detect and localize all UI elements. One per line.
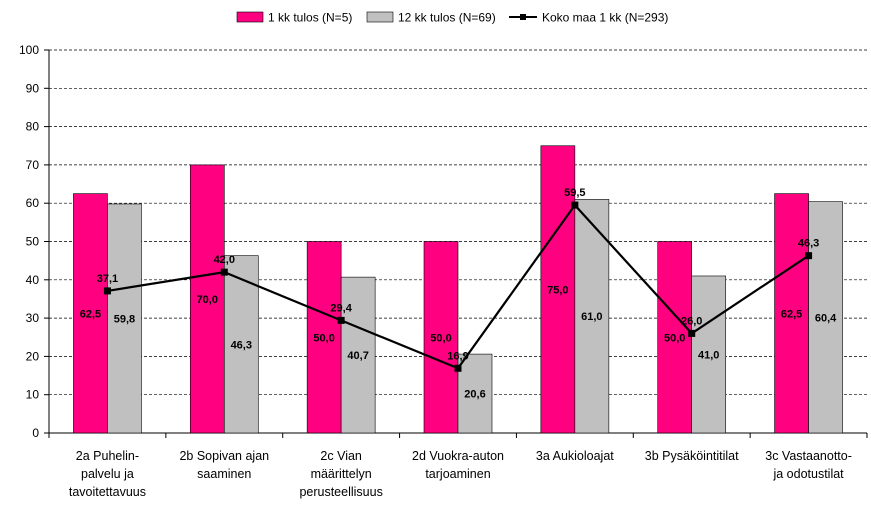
bar-series-2	[107, 203, 142, 434]
bar-series-1	[540, 145, 576, 434]
line-marker-series-3	[337, 316, 345, 324]
data-label-series-3: 26,0	[681, 315, 702, 327]
bars	[73, 145, 843, 434]
data-labels: 62,5 59,8 37,1 70,0 46,3 42,0 50,0 40,7 29,4 50,0…	[80, 187, 837, 400]
data-label-series-1: 62,5	[80, 308, 101, 320]
legend-label-series-3: Koko maa 1 kk (N=293)	[542, 11, 668, 25]
y-tick-label: 60	[26, 196, 40, 210]
line-marker-series-3	[688, 329, 696, 337]
data-label-series-1: 62,5	[781, 308, 802, 320]
line-marker-series-3	[571, 201, 579, 209]
data-label-series-3: 59,5	[564, 187, 585, 199]
line-marker-series-3	[220, 268, 228, 276]
legend: 1 kk tulos (N=5) 12 kk tulos (N=69) Koko…	[236, 11, 668, 25]
y-tick-label: 90	[26, 81, 40, 95]
data-label-series-2: 46,3	[231, 339, 252, 351]
data-label-series-2: 59,8	[114, 313, 135, 325]
y-tick-label: 0	[32, 426, 39, 440]
category-label: 3a Aukioloajat	[536, 449, 614, 463]
category-label: 2a Puhelin-palvelu ja tavoitettavuus	[69, 449, 146, 499]
category-label: 3c Vastaanotto-ja odotustilat	[765, 449, 852, 481]
data-label-series-3: 37,1	[97, 273, 118, 285]
bar-series-2	[223, 255, 259, 434]
bar-series-2	[808, 201, 843, 434]
category-labels: 2a Puhelin-palvelu ja tavoitettavuus 2b So…	[69, 449, 852, 499]
y-tick-label: 100	[19, 43, 39, 57]
bar-series-2	[574, 199, 610, 434]
y-tick-label: 20	[26, 349, 40, 363]
data-label-series-1: 50,0	[430, 332, 451, 344]
category-label: 2b Sopivan ajan saaminen	[179, 449, 269, 481]
bar-series-1	[189, 164, 225, 434]
data-label-series-2: 41,0	[698, 349, 719, 361]
bar-series-2	[691, 275, 727, 434]
bar-series-2	[457, 353, 493, 434]
data-label-series-1: 70,0	[197, 294, 218, 306]
bar-series-1	[73, 193, 108, 434]
data-label-series-2: 40,7	[347, 350, 368, 362]
category-label: 2d Vuokra-auton tarjoaminen	[412, 449, 504, 481]
bar-series-1	[306, 241, 342, 434]
y-tick-label: 70	[26, 158, 40, 172]
data-label-series-2: 60,4	[815, 312, 837, 324]
data-label-series-3: 16,9	[447, 350, 468, 362]
bar-series-1	[774, 193, 809, 434]
data-label-series-1: 50,0	[313, 332, 334, 344]
series-line	[103, 201, 813, 372]
y-tick-label: 50	[26, 235, 40, 249]
legend-swatch-series-1	[236, 11, 264, 23]
y-tick-label: 40	[26, 273, 40, 287]
data-label-series-1: 75,0	[547, 284, 568, 296]
y-tick-label: 30	[26, 311, 40, 325]
data-label-series-2: 20,6	[464, 389, 485, 401]
legend-label-series-2: 12 kk tulos (N=69)	[398, 11, 496, 25]
y-tick-label: 80	[26, 120, 40, 134]
legend-swatch-series-2	[366, 11, 394, 23]
legend-label-series-1: 1 kk tulos (N=5)	[268, 11, 352, 25]
category-label: 3b Pysäköintitilat	[645, 449, 739, 463]
data-label-series-1: 50,0	[664, 332, 685, 344]
data-label-series-3: 46,3	[798, 238, 819, 250]
bar-series-2	[340, 276, 376, 434]
y-tick-label: 10	[26, 388, 40, 402]
bar-series-1	[423, 241, 459, 434]
data-label-series-2: 61,0	[581, 311, 602, 323]
data-label-series-3: 29,4	[330, 302, 352, 314]
legend-marker-series-3	[520, 14, 526, 20]
line-marker-series-3	[805, 252, 813, 260]
line-marker-series-3	[103, 287, 111, 295]
data-label-series-3: 42,0	[214, 254, 235, 266]
line-marker-series-3	[454, 364, 462, 372]
bar-series-1	[657, 241, 693, 434]
grid	[49, 49, 867, 396]
category-label: 2c Vian määrittelyn perusteellisuus	[299, 449, 382, 499]
